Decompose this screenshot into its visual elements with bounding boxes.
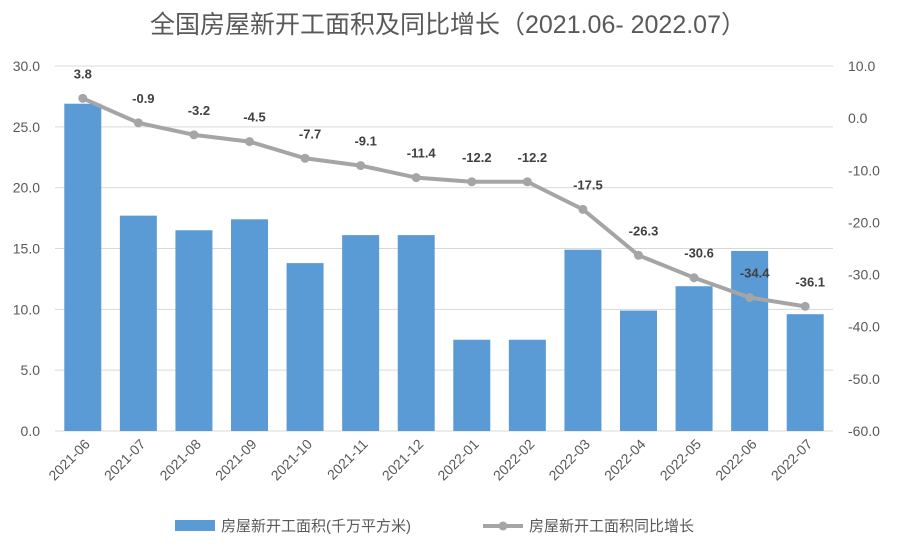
x-tick-label: 2021-12 xyxy=(379,436,427,484)
line-point xyxy=(245,137,254,147)
line-point xyxy=(578,204,588,214)
bar xyxy=(231,219,268,431)
right-tick-label: -50.0 xyxy=(848,371,880,387)
bar xyxy=(620,310,657,431)
right-tick-label: -20.0 xyxy=(848,214,880,230)
growth-line xyxy=(81,96,806,309)
bar xyxy=(286,263,324,431)
data-label: -9.1 xyxy=(354,134,376,149)
bar xyxy=(786,314,824,431)
right-tick-label: 0.0 xyxy=(848,110,868,126)
bar xyxy=(508,339,546,431)
x-tick-label: 2022-06 xyxy=(712,436,760,484)
x-tick-label: 2022-02 xyxy=(490,436,538,484)
bar xyxy=(119,215,157,431)
line-point xyxy=(689,273,699,283)
x-tick-label: 2021-07 xyxy=(101,436,149,484)
x-tick-label: 2021-10 xyxy=(268,436,316,484)
x-tick-label: 2021-06 xyxy=(45,436,93,484)
data-label: -11.4 xyxy=(407,146,437,161)
line-point xyxy=(356,161,366,171)
legend-line-marker xyxy=(498,521,508,531)
line-point xyxy=(411,173,421,183)
x-tick-label: 2022-04 xyxy=(601,436,649,484)
right-tick-label: 10.0 xyxy=(848,58,875,74)
line-point xyxy=(78,93,88,103)
x-tick-label: 2021-11 xyxy=(324,436,371,483)
line-point xyxy=(467,177,477,187)
x-tick-label: 2022-07 xyxy=(768,436,816,484)
x-tick-label: 2022-05 xyxy=(657,436,705,484)
left-tick-label: 0.0 xyxy=(21,423,41,439)
data-label: -0.9 xyxy=(132,91,154,106)
data-label: -34.4 xyxy=(740,266,770,281)
line-point xyxy=(522,177,532,187)
left-tick-label: 30.0 xyxy=(13,58,40,74)
bar xyxy=(564,249,602,431)
data-label: -30.6 xyxy=(684,246,714,261)
data-label: -4.5 xyxy=(243,110,265,125)
data-label: -12.2 xyxy=(462,150,492,165)
x-tick-label: 2022-01 xyxy=(434,436,482,484)
line-point xyxy=(189,130,199,140)
right-tick-label: -10.0 xyxy=(848,162,880,178)
x-tick-label: 2022-03 xyxy=(545,436,593,484)
left-tick-label: 10.0 xyxy=(13,301,40,317)
bar xyxy=(397,235,435,431)
left-tick-label: 20.0 xyxy=(13,180,40,196)
data-label: 3.8 xyxy=(74,66,92,81)
x-tick-label: 2021-09 xyxy=(212,436,260,484)
bar xyxy=(64,103,102,431)
line-point xyxy=(300,153,310,163)
data-label: -26.3 xyxy=(629,223,659,238)
right-tick-label: -60.0 xyxy=(848,423,880,439)
legend-bar-swatch xyxy=(175,520,215,531)
x-tick-label: 2021-08 xyxy=(156,436,204,484)
legend-line-label: 房屋新开工面积同比增长 xyxy=(529,518,694,535)
bar xyxy=(175,230,213,431)
data-label: -36.1 xyxy=(795,274,825,289)
legend-bar-label: 房屋新开工面积(千万平方米) xyxy=(221,518,411,535)
line-point xyxy=(800,301,810,311)
right-tick-label: -30.0 xyxy=(848,267,880,283)
bar xyxy=(342,235,380,431)
data-label: -17.5 xyxy=(573,177,603,192)
chart-title: 全国房屋新开工面积及同比增长（2021.06- 2022.07） xyxy=(150,11,746,39)
line-point xyxy=(634,250,643,260)
line-point xyxy=(133,118,143,128)
data-label: -7.7 xyxy=(299,126,321,141)
bar xyxy=(731,250,769,431)
left-tick-label: 25.0 xyxy=(13,119,40,135)
left-tick-label: 15.0 xyxy=(13,241,40,257)
data-label: -3.2 xyxy=(188,103,210,118)
line-point xyxy=(745,293,755,303)
right-tick-label: -40.0 xyxy=(848,319,880,335)
bar xyxy=(675,286,713,431)
left-tick-label: 5.0 xyxy=(21,362,41,378)
bar xyxy=(453,339,491,431)
data-label: -12.2 xyxy=(518,150,548,165)
